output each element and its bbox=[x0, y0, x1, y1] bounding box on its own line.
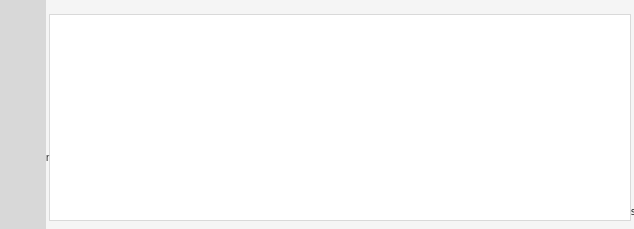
Text: of: of bbox=[35, 95, 45, 105]
Text: electrodes, the following observations were obtained with two different types of: electrodes, the following observations w… bbox=[72, 46, 565, 57]
Text: Maximum file size: 100MB, maximum number of files: 1: Maximum file size: 100MB, maximum number… bbox=[370, 207, 634, 217]
Text: and Oil B). Oil A breakdown voltage is 165KV at 8mm gap spacing and for the same: and Oil B). Oil A breakdown voltage is 1… bbox=[72, 65, 555, 75]
Text: In an experiment for determining the breakdown strength of transformer oil with : In an experiment for determining the bre… bbox=[72, 28, 566, 38]
Text: (kV/cm).: (kV/cm). bbox=[72, 139, 118, 149]
Text: 212 KV and for the same gap spacing, Oil B breakdown voltage is 200KV. Determine: 212 KV and for the same gap spacing, Oil… bbox=[72, 102, 554, 112]
Text: stion: stion bbox=[27, 153, 53, 163]
Text: power law for breakdown and hence estimate the breakdown strength for a 4 cm gap: power law for breakdown and hence estima… bbox=[72, 120, 541, 131]
Text: space Oil B break down Voltage is 0.140MV. For 16mm gap spacing, the breakdown v: space Oil B break down Voltage is 0.140M… bbox=[72, 84, 585, 93]
